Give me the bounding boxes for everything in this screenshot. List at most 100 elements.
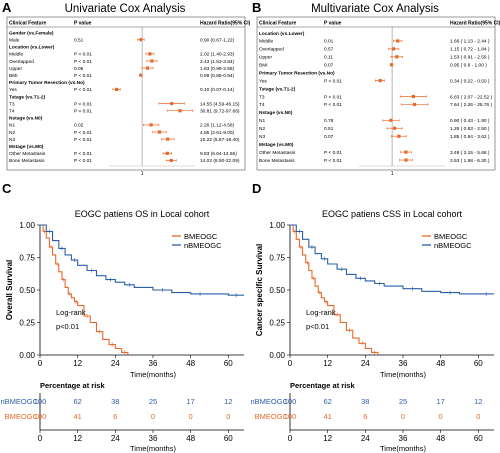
col-header-feature: Clinical Feature	[259, 21, 296, 27]
hr-value: 1.63 (0.99-2.68)	[200, 66, 235, 72]
hr-point	[139, 73, 143, 77]
row-label: T4	[9, 109, 15, 115]
row-label: Bone Metastasis	[9, 158, 45, 164]
hr-point	[178, 109, 182, 113]
risk-x-tick-label: 0	[38, 434, 43, 443]
panel-letter: B	[252, 0, 261, 15]
hr-value: 1.85 ( 0.94 - 3.62 )	[450, 134, 490, 140]
forest-panel-a: A Univariate Cox Analysis Clinical Feature…	[2, 0, 251, 177]
p-value: P < 0.01	[324, 150, 342, 156]
x-tick-label: 48	[186, 359, 195, 368]
p-value: 0.78	[324, 118, 334, 124]
hr-value: 0.90 ( 0.43 - 1.90 )	[450, 118, 490, 124]
risk-x-axis-label: Time(months)	[380, 444, 426, 453]
y-tick-label: 0.75	[19, 253, 35, 262]
km-panel-c: C EOGC patiens OS in Local cohort 0.00 0.25…	[0, 181, 244, 453]
hr-value: 9.83 (6.64-14.56)	[200, 151, 237, 157]
logrank-p: p<0.01	[306, 322, 329, 331]
hr-value: 1.15 ( 0.72 - 1.84 )	[450, 47, 490, 53]
row-group-label: Primary Tumor Resection (vs.No)	[9, 80, 85, 86]
survival-curve-nbmeogc	[40, 224, 244, 296]
hr-value: 10.22 (5.67-18.40)	[200, 137, 240, 143]
risk-x-tick-label: 36	[399, 434, 408, 443]
y-tick-label: 0.50	[269, 286, 285, 295]
x-tick-label: 12	[73, 359, 82, 368]
row-label: N3	[259, 134, 265, 140]
p-value: 0.01	[324, 39, 334, 45]
y-tick-label: 0.25	[269, 318, 285, 327]
p-value: 0.57	[324, 47, 334, 53]
x-tick-label: 0	[38, 359, 43, 368]
risk-table-title: Percentage at risk	[40, 381, 105, 390]
p-value: P < 0.01	[324, 102, 342, 108]
hr-value: 2.26 (1.12-4.56)	[200, 123, 235, 129]
hr-value: 0.95 ( 0.9 - 1.00 )	[450, 63, 487, 69]
hr-value: 7.64 ( 2.26 - 25.76 )	[450, 102, 493, 108]
risk-value: 38	[111, 397, 119, 406]
p-value: P < 0.01	[74, 52, 92, 58]
row-label: Yes	[9, 87, 17, 93]
y-tick-label: 1.00	[19, 221, 35, 230]
logrank-p: p<0.01	[56, 322, 79, 331]
logrank-label: Log-rank	[56, 308, 86, 317]
row-group-label: Nstage (vs.N0)	[259, 110, 293, 116]
risk-value: 0	[189, 412, 193, 421]
hr-point	[170, 102, 174, 106]
p-value: 0.11	[324, 55, 333, 61]
row-group-label: Tstage (vs.T1-2)	[259, 86, 296, 92]
hr-value: 4.85 (2.61-9.00)	[200, 130, 235, 136]
panel-letter: C	[2, 181, 12, 196]
row-label: Middle	[259, 39, 273, 45]
survival-curve-nbmeogc	[290, 224, 494, 295]
hr-point	[392, 47, 396, 51]
forest-frame	[256, 16, 496, 171]
p-value: P < 0.01	[74, 151, 92, 157]
col-header-hr: Hazard Ratio(95% CI)	[450, 21, 500, 27]
risk-x-tick-label: 12	[323, 434, 332, 443]
risk-value: 100	[34, 397, 47, 406]
risk-value: 100	[34, 412, 47, 421]
risk-value: 62	[73, 397, 81, 406]
x-tick-label: 0	[288, 359, 293, 368]
hr-point	[145, 66, 150, 70]
row-label: T4	[259, 102, 265, 108]
hr-point	[157, 130, 162, 134]
risk-value: 41	[323, 412, 331, 421]
risk-value: 6	[113, 412, 117, 421]
x-tick-label: 1	[141, 171, 144, 177]
y-tick-label: 0.00	[269, 351, 285, 360]
y-tick-label: 0.00	[19, 351, 35, 360]
legend-label: BMEOGC	[184, 232, 218, 241]
row-label: Yes	[259, 78, 267, 84]
risk-value: 25	[399, 397, 407, 406]
hr-value: 2.43 (1.53-3.84)	[200, 59, 235, 65]
risk-x-tick-label: 24	[111, 434, 120, 443]
risk-value: 38	[361, 397, 369, 406]
hr-value: 0.10 (0.07-0.14)	[200, 87, 235, 93]
x-tick-label: 12	[323, 359, 332, 368]
risk-x-tick-label: 36	[149, 434, 158, 443]
forest-panel-b: B Multivariate Cox Analysis Clinical Featu…	[252, 0, 500, 177]
hr-point	[411, 94, 415, 99]
risk-value: 6	[363, 412, 367, 421]
x-axis-label: Time(months)	[380, 370, 426, 379]
panel-title: EOGC patiens OS in Local cohort	[75, 209, 210, 219]
risk-value: 0	[226, 412, 230, 421]
hr-point	[412, 102, 417, 107]
hr-point	[166, 137, 170, 141]
row-label: N1	[259, 118, 265, 124]
row-label: Other Metastasis	[259, 150, 296, 156]
row-group-label: Mstage (vs.M0)	[9, 144, 44, 150]
p-value: P < 0.01	[74, 137, 92, 143]
p-value: P < 0.01	[324, 158, 342, 164]
risk-value: 62	[323, 397, 331, 406]
risk-x-tick-label: 24	[361, 434, 370, 443]
hr-value: 1.66 ( 1.13 - 2.44 )	[450, 39, 490, 45]
risk-x-tick-label: 48	[186, 434, 195, 443]
risk-value: 100	[284, 397, 297, 406]
hr-value: 0.89 (0.85-0.94)	[200, 73, 235, 79]
x-tick-label: 24	[111, 359, 120, 368]
p-value: 0.02	[74, 123, 84, 129]
p-value: P < 0.01	[324, 78, 342, 84]
y-axis-label: Overall Survival	[5, 260, 14, 320]
